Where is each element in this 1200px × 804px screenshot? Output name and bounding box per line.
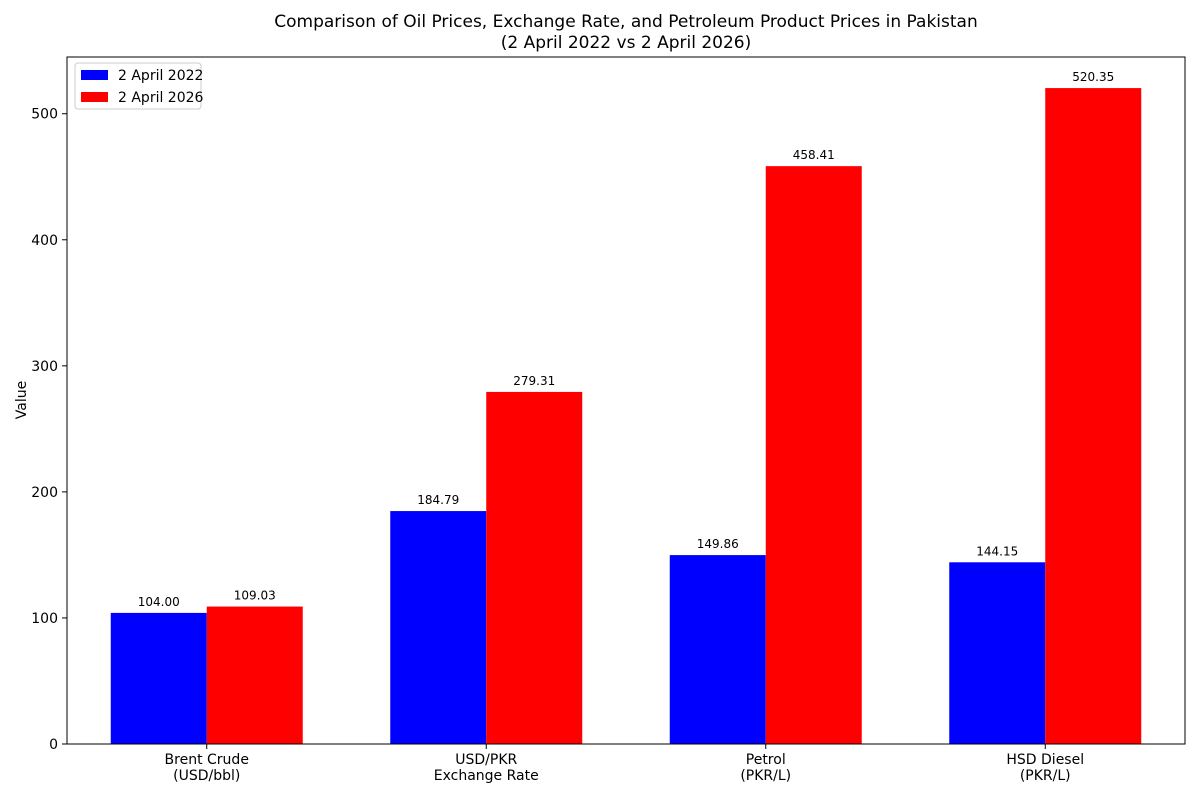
legend-label-0: 2 April 2022 <box>118 68 203 84</box>
data-label-2026-0: 109.03 <box>234 589 276 603</box>
legend-swatch-0 <box>81 70 108 80</box>
y-tick-label: 300 <box>31 359 58 375</box>
bar-2022-2 <box>669 555 766 744</box>
y-tick-label: 0 <box>49 737 58 753</box>
y-tick-label: 500 <box>31 107 58 123</box>
x-tick-label-3-1: (PKR/L) <box>1020 768 1071 784</box>
data-label-2026-2: 458.41 <box>793 148 835 162</box>
data-label-2022-2: 149.86 <box>697 537 739 551</box>
x-tick-label-2-1: (PKR/L) <box>740 768 791 784</box>
data-label-2022-0: 104.00 <box>138 595 180 609</box>
bar-2026-1 <box>486 391 583 744</box>
bar-2022-1 <box>390 511 487 744</box>
y-tick-label: 400 <box>31 233 58 249</box>
x-tick-label-1-1: Exchange Rate <box>434 768 539 784</box>
plot-area: 104.00 184.79 149.86 144.15 109.03 279.31 458.… <box>31 56 1186 784</box>
bar-2022-3 <box>949 562 1046 744</box>
legend-swatch-1 <box>81 92 108 102</box>
x-tick-label-2-0: Petrol <box>746 752 786 768</box>
x-tick-label-0-1: (USD/bbl) <box>173 768 240 784</box>
x-tick-label-3-0: HSD Diesel <box>1006 752 1084 768</box>
y-tick-label: 200 <box>31 485 58 501</box>
data-label-2026-1: 279.31 <box>513 374 555 388</box>
plot-frame <box>66 56 1186 745</box>
chart-subtitle: (2 April 2022 vs 2 April 2026) <box>501 33 751 53</box>
legend: 2 April 2022 2 April 2026 <box>74 62 204 110</box>
y-tick-label: 100 <box>31 611 58 627</box>
legend-label-1: 2 April 2026 <box>118 90 204 106</box>
bar-2022-0 <box>110 612 207 744</box>
bar-2026-3 <box>1045 88 1142 744</box>
data-label-2022-3: 144.15 <box>976 544 1018 558</box>
bar-2026-2 <box>765 166 862 744</box>
x-tick-label-0-0: Brent Crude <box>165 752 249 768</box>
chart-title: Comparison of Oil Prices, Exchange Rate,… <box>274 12 977 32</box>
data-label-2022-1: 184.79 <box>417 493 459 507</box>
data-label-2026-3: 520.35 <box>1072 70 1114 84</box>
x-tick-label-1-0: USD/PKR <box>455 752 517 768</box>
y-axis-label: Value <box>14 381 30 419</box>
bar-2026-0 <box>206 606 303 744</box>
